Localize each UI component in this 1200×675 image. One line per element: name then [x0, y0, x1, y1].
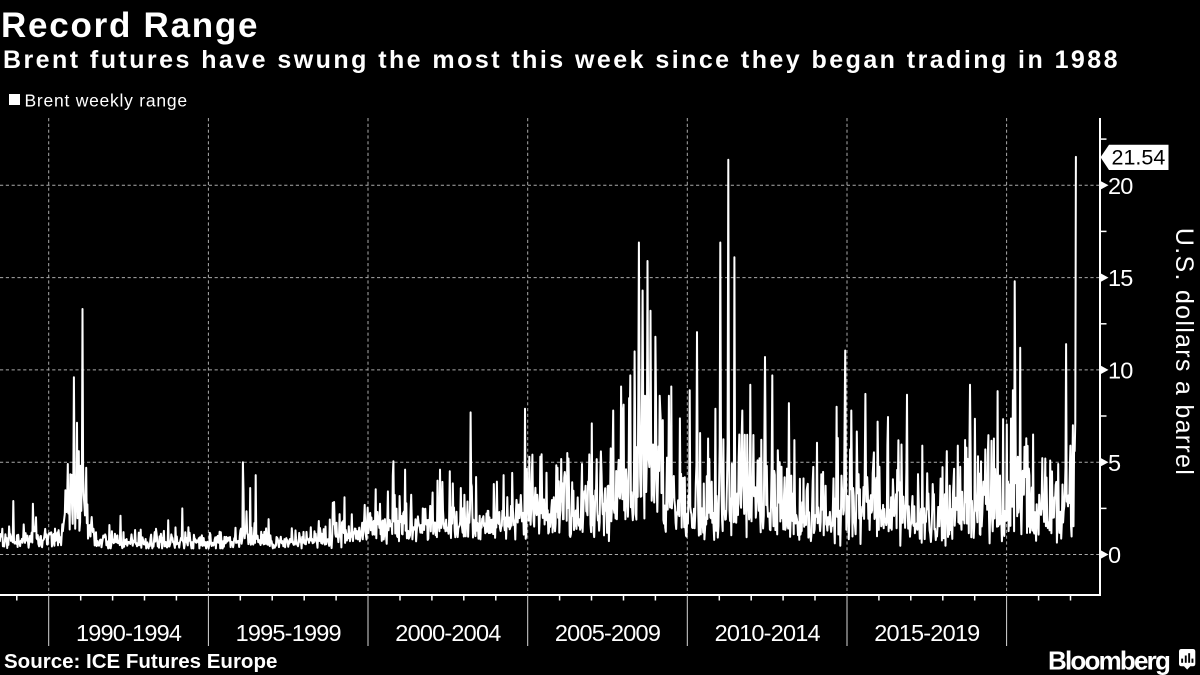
svg-text:5: 5 [1108, 450, 1121, 476]
svg-text:20: 20 [1108, 173, 1133, 199]
svg-text:0: 0 [1108, 542, 1121, 568]
svg-text:Record Range: Record Range [1, 6, 259, 45]
svg-text:Brent futures have swung the m: Brent futures have swung the most this w… [3, 46, 1120, 74]
svg-text:2005-2009: 2005-2009 [555, 620, 660, 646]
svg-text:2015-2019: 2015-2019 [874, 620, 979, 646]
svg-text:Source: ICE Futures Europe: Source: ICE Futures Europe [4, 650, 277, 673]
svg-text:Bloomberg: Bloomberg [1048, 646, 1170, 675]
svg-text:15: 15 [1108, 265, 1133, 291]
svg-text:2010-2014: 2010-2014 [715, 620, 821, 646]
svg-text:1990-1994: 1990-1994 [76, 620, 182, 646]
svg-text:Brent weekly range: Brent weekly range [25, 91, 188, 111]
svg-text:10: 10 [1108, 358, 1133, 384]
svg-text:2000-2004: 2000-2004 [395, 620, 501, 646]
svg-text:U.S. dollars a barrel: U.S. dollars a barrel [1170, 228, 1198, 476]
svg-text:1995-1999: 1995-1999 [236, 620, 341, 646]
svg-text:21.54: 21.54 [1112, 146, 1166, 170]
